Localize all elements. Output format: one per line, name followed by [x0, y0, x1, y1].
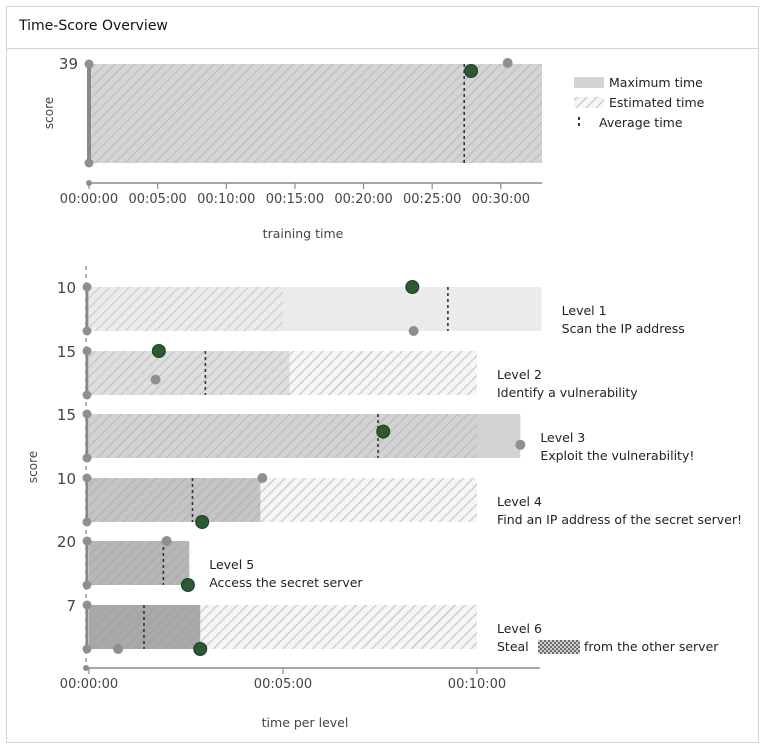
training-player-point [464, 64, 479, 78]
training-x-tick-label: 00:25:00 [403, 192, 461, 207]
top-y-tick: 39 [59, 55, 78, 73]
training-other-point [502, 58, 513, 68]
level-player-point [376, 424, 391, 439]
level-estimated-overlay [89, 541, 190, 585]
level-max-score: 7 [66, 597, 76, 615]
bottom-x-label: time per level [262, 715, 349, 730]
level-other-point [515, 439, 526, 450]
top-x-label: training time [263, 226, 344, 241]
training-score-max-marker [84, 59, 94, 69]
level-score-zero-marker [82, 517, 92, 527]
level-row: 10 Level 1 Scan the IP address [57, 279, 685, 336]
training-chart: 00:00:00 00:05:00 00:10:00 00:15:00 00:20:00… [60, 58, 542, 207]
training-x-tick-label: 00:20:00 [334, 192, 392, 207]
level-score-zero-marker [82, 453, 92, 463]
level-other-point [257, 473, 268, 483]
level-score-zero-marker [82, 390, 92, 400]
level-description: Identify a vulnerability [497, 385, 638, 400]
level-score-max-marker [82, 473, 92, 483]
level-description: Find an IP address of the secret server! [497, 512, 742, 527]
levels-x-tick-label: 00:05:00 [254, 677, 312, 692]
level-description-start: Steal [497, 639, 529, 654]
level-title: Level 2 [497, 367, 542, 382]
training-x-tick-label: 00:05:00 [128, 192, 186, 207]
level-score-max-marker [82, 409, 92, 419]
level-estimated-overlay [89, 478, 261, 522]
level-title: Level 5 [209, 557, 254, 572]
level-player-point [180, 578, 195, 592]
legend-max-label: Maximum time [609, 75, 703, 90]
training-x-tick-label: 00:30:00 [472, 192, 530, 207]
top-y-label: score [42, 97, 56, 129]
legend-average-label: Average time [599, 115, 683, 130]
level-player-point [405, 280, 420, 294]
level-player-point [193, 642, 208, 656]
panel-title: Time-Score Overview [19, 18, 168, 34]
level-max-score: 10 [57, 470, 76, 488]
level-other-point [150, 374, 161, 385]
level-row: 20 Level 5 Access the secret server [57, 533, 363, 592]
level-row: 15 Level 3 Exploit the vulnerability! [57, 406, 694, 463]
level-estimated-overlay [89, 351, 290, 395]
level-description: Access the secret server [209, 575, 363, 590]
level-score-zero-marker [82, 644, 92, 654]
training-estimated-bar [89, 64, 542, 163]
level-other-point [113, 644, 124, 654]
levels-chart: 10 Level 1 Scan the IP address 15 Level 2 Ide… [57, 266, 742, 692]
level-player-point [151, 344, 166, 358]
level-row: 15 Level 2 Identify a vulnerability [57, 343, 638, 400]
level-score-max-marker [82, 536, 92, 546]
level-description-end: from the other server [584, 639, 719, 654]
level-title: Level 6 [497, 621, 542, 636]
level-score-zero-marker [82, 580, 92, 590]
panel-header: Time-Score Overview [7, 7, 758, 49]
level-row: 10 Level 4 Find an IP address of the secre… [57, 470, 742, 529]
level-row: 7 Level 6 Steal from the other server [66, 597, 719, 656]
level-description: Scan the IP address [562, 321, 685, 336]
level-score-zero-marker [82, 326, 92, 336]
legend-estimated-label: Estimated time [609, 95, 705, 110]
training-x-tick-label: 00:10:00 [197, 192, 255, 207]
level-score-max-marker [82, 346, 92, 356]
level-player-point [195, 515, 210, 529]
level-title: Level 3 [540, 430, 585, 445]
bottom-y-label: score [26, 451, 40, 483]
level-description: Exploit the vulnerability! [540, 448, 694, 463]
training-score-zero-marker [84, 158, 94, 168]
level-score-max-marker [82, 600, 92, 610]
training-x-tick-label: 00:00:00 [60, 192, 118, 207]
level-max-score: 20 [57, 533, 76, 551]
level-estimated-overlay [89, 287, 283, 331]
legend-estimated-swatch [574, 97, 604, 108]
level-max-score: 10 [57, 279, 76, 297]
legend-max-swatch [574, 77, 604, 88]
levels-x-axis-origin [83, 665, 89, 671]
legend: Maximum time Estimated time Average time [574, 75, 705, 130]
level-other-point [161, 536, 172, 546]
level-title: Level 1 [562, 303, 607, 318]
training-x-tick-label: 00:15:00 [266, 192, 324, 207]
levels-x-tick-label: 00:10:00 [448, 677, 506, 692]
level-max-score: 15 [57, 343, 76, 361]
levels-x-tick-label: 00:00:00 [60, 677, 118, 692]
level-max-score: 15 [57, 406, 76, 424]
level-estimated-overlay [89, 414, 477, 458]
level-title: Level 4 [497, 494, 542, 509]
level-score-max-marker [82, 282, 92, 292]
redacted-text [538, 640, 580, 654]
level-other-point [408, 326, 419, 336]
